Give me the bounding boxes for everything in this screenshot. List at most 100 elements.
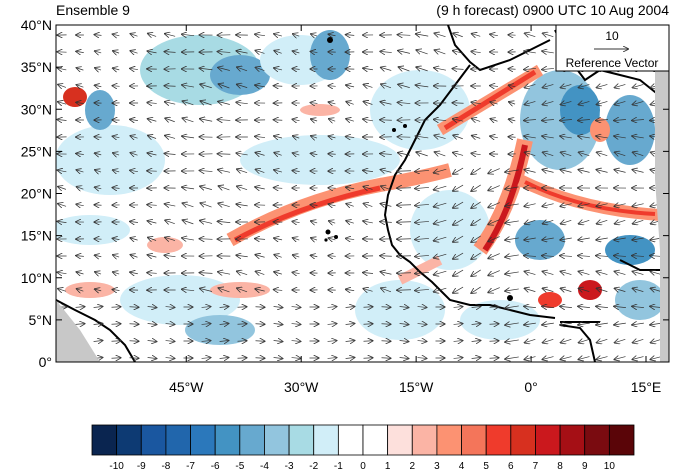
colorbar-swatch (116, 424, 142, 456)
lon-label: 15°W (399, 379, 434, 395)
wind-vector (597, 152, 608, 155)
wind-vector (471, 323, 481, 324)
wind-vector (543, 339, 554, 342)
colorbar-label: -10 (109, 461, 124, 471)
lat-label: 20°N (21, 186, 52, 202)
lon-label: 15°E (631, 379, 662, 395)
wind-vector (524, 323, 536, 325)
wind-vector (380, 222, 392, 223)
wind-vector (58, 85, 67, 88)
wind-vector (542, 357, 554, 360)
wind-vector (399, 306, 409, 307)
wind-vector (255, 153, 265, 156)
wind-vector (542, 306, 554, 307)
wind-vector (415, 170, 429, 171)
wind-vector (596, 136, 608, 138)
wind-vector (472, 34, 481, 37)
wind-vector (434, 271, 447, 275)
wind-vector (363, 289, 373, 292)
wind-vector (381, 288, 392, 292)
colorbar-label: 4 (459, 461, 465, 471)
wind-vector (346, 221, 354, 223)
wind-vector (597, 271, 608, 274)
wind-vector (380, 154, 392, 155)
wind-vector (363, 273, 374, 274)
wind-vector (292, 272, 300, 273)
wind-vector (274, 68, 283, 70)
wind-vector (453, 184, 464, 191)
wind-vector (579, 339, 590, 342)
wind-vector (380, 256, 392, 257)
wind-vector (292, 171, 300, 172)
wind-vector (200, 101, 212, 105)
wind-vector (452, 69, 464, 70)
wind-vector (578, 323, 590, 325)
wind-vector (182, 187, 195, 189)
wind-vector (381, 84, 392, 88)
wind-vector (256, 271, 265, 274)
wind-vector (345, 357, 355, 358)
wind-vector (578, 136, 590, 138)
wind-vector (578, 204, 590, 207)
wind-vector (525, 84, 536, 87)
colorbar-label: -9 (137, 461, 146, 471)
wind-vector (505, 323, 519, 325)
wind-vector (311, 255, 318, 256)
wind-vector (328, 86, 336, 87)
wind-vector (200, 288, 213, 291)
wind-vector (561, 152, 572, 155)
wind-vector (525, 152, 536, 155)
wind-vector (524, 204, 536, 207)
wind-vector (363, 221, 373, 223)
wind-vector (201, 358, 211, 359)
wind-vector (113, 136, 120, 137)
lat-label: 40°N (21, 17, 52, 33)
wind-vector (111, 324, 121, 325)
wind-vector (75, 307, 85, 308)
wind-vector (363, 68, 373, 70)
wind-vector (58, 221, 67, 222)
wind-vector (505, 187, 519, 189)
lat-label: 35°N (21, 59, 52, 75)
wind-vector (291, 307, 301, 308)
wind-vector (471, 269, 481, 276)
wind-vector (434, 119, 447, 120)
colorbar-swatch (362, 424, 389, 456)
wind-vector (505, 340, 519, 342)
colorbar-label: 6 (508, 461, 514, 471)
wind-vector (543, 33, 554, 36)
wind-vector (345, 323, 355, 324)
wind-vector (488, 270, 500, 276)
wind-vector (578, 170, 590, 173)
wind-vector (543, 101, 554, 104)
wind-vector (328, 256, 336, 257)
wind-vector (273, 340, 283, 341)
wind-vector (165, 237, 176, 240)
wind-vector (434, 203, 447, 207)
wind-vector (200, 273, 213, 274)
wind-vector (542, 68, 554, 69)
wind-vector (453, 201, 464, 208)
wind-vector (95, 153, 102, 155)
wind-vector (58, 272, 67, 273)
wind-vector (417, 307, 427, 308)
wind-vector (218, 170, 231, 173)
lat-label: 30°N (21, 101, 52, 117)
wind-vector (311, 221, 318, 223)
wind-vector (363, 119, 373, 121)
lat-label: 25°N (21, 143, 52, 159)
wind-vector (543, 288, 554, 291)
wind-vector (200, 119, 213, 122)
wind-vector (183, 203, 194, 207)
wind-vector (183, 101, 194, 105)
wind-vector (488, 287, 500, 293)
wind-vector (218, 52, 231, 53)
wind-vector (256, 67, 265, 70)
wind-vector (561, 288, 572, 291)
plot-title-left: Ensemble 9 (56, 2, 130, 18)
wind-vector (111, 358, 121, 359)
wind-vector (525, 101, 536, 104)
colorbar-label: -5 (235, 461, 244, 471)
wind-vector (182, 85, 195, 87)
wind-vector (650, 357, 662, 360)
